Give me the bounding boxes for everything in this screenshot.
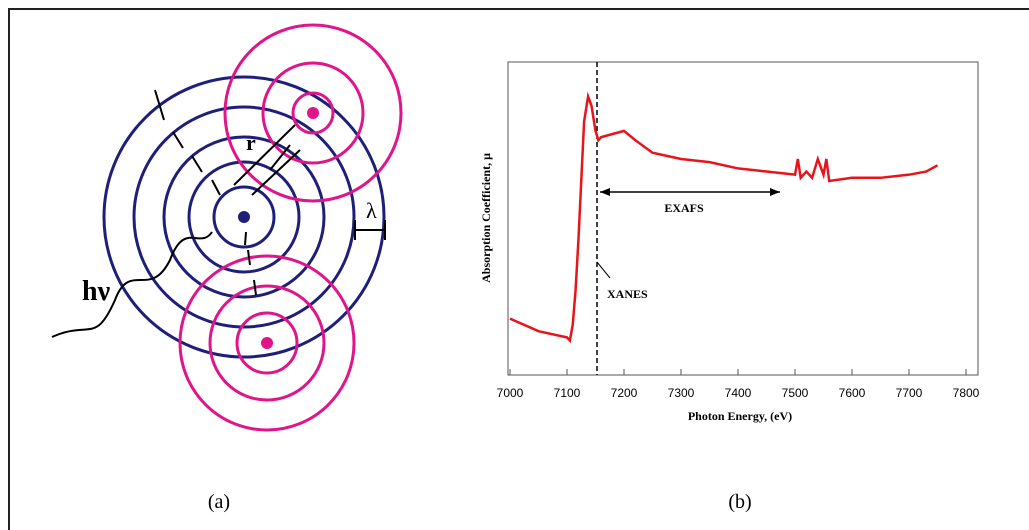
caption: (b) [728, 491, 751, 513]
x-tick-label: 7000 [497, 386, 524, 400]
x-tick-label: 7700 [896, 386, 923, 400]
diagram: hν r λ [51, 23, 403, 432]
blue-rings [102, 75, 386, 359]
caption: (a) [208, 491, 230, 513]
data-line [509, 91, 939, 344]
xanes-pointer [596, 261, 611, 279]
x-tick-label: 7100 [554, 386, 581, 400]
y-axis-label: Absorption Coefficient, μ [479, 153, 493, 283]
x-axis-label: Photon Energy, (eV) [688, 409, 792, 423]
photon-label: hν [82, 276, 111, 307]
x-tick-label: 7400 [725, 386, 752, 400]
annotation: EXAFS [664, 201, 704, 215]
arrows [51, 89, 386, 338]
plot-frame [507, 61, 979, 376]
x-tick-label: 7300 [668, 386, 695, 400]
frame [8, 8, 1029, 530]
pink-rings [178, 23, 403, 432]
x-tick-label: 7600 [839, 386, 866, 400]
x-tick-label: 7800 [953, 386, 980, 400]
annotation: XANES [607, 287, 648, 301]
x-tick-label: 7500 [782, 386, 809, 400]
x-tick-label: 7200 [611, 386, 638, 400]
radius-label: r [246, 130, 256, 155]
wavelength-label: λ [366, 198, 377, 223]
